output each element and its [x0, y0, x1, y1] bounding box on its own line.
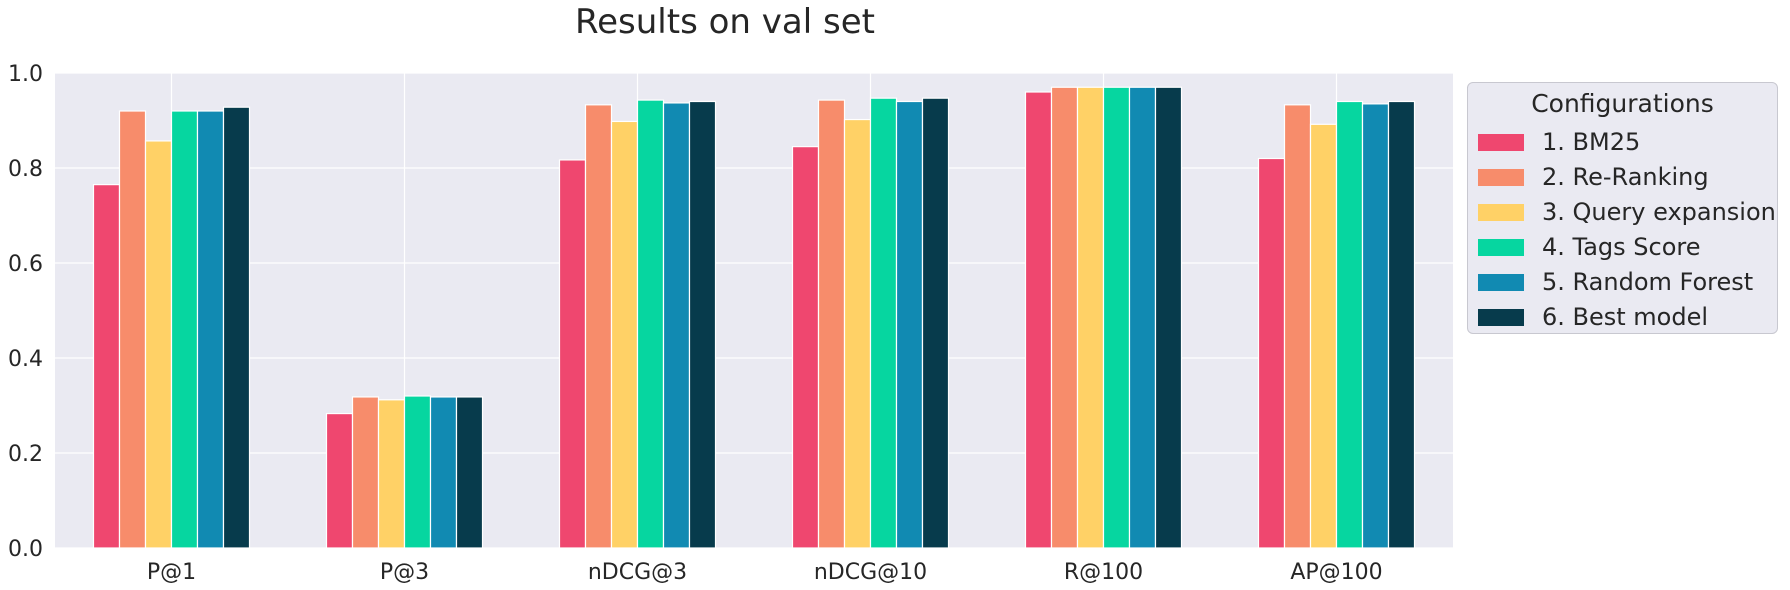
bar	[170, 110, 199, 549]
plot-background	[55, 73, 1453, 548]
legend-label: 3. Query expansion	[1542, 198, 1776, 226]
y-tick-label: 0.4	[8, 347, 43, 372]
bar	[688, 100, 717, 549]
bar	[610, 120, 639, 549]
x-tick-label: R@100	[1064, 560, 1143, 585]
legend-swatch	[1478, 273, 1524, 291]
legend-label: 5. Random Forest	[1542, 268, 1754, 296]
y-tick-labels: 0.0 0.2 0.4 0.6 0.8 1.0	[8, 62, 43, 562]
bar	[921, 97, 950, 549]
bar	[1257, 157, 1286, 549]
bar	[325, 412, 354, 549]
legend-item: 2. Re-Ranking	[1478, 162, 1709, 192]
legend-item: 1. BM25	[1478, 127, 1640, 157]
legend-swatch	[1478, 133, 1524, 151]
legend-item: 5. Random Forest	[1478, 267, 1753, 297]
bar	[636, 99, 665, 549]
bar	[584, 104, 613, 549]
bar	[222, 106, 251, 549]
bar	[196, 110, 225, 549]
bar	[1050, 86, 1079, 549]
x-tick-label: P@1	[147, 560, 196, 585]
legend-item: 4. Tags Score	[1478, 232, 1701, 262]
legend-title: Configurations	[1531, 89, 1714, 118]
x-tick-labels: P@1 P@3 nDCG@3 nDCG@10 R@100 AP@100	[147, 560, 1383, 585]
x-tick-label: P@3	[380, 560, 429, 585]
bar	[791, 146, 820, 549]
x-tick-label: nDCG@10	[814, 560, 927, 585]
legend-label: 4. Tags Score	[1542, 233, 1701, 261]
legend-item: 6. Best model	[1478, 302, 1708, 332]
legend-label: 6. Best model	[1542, 303, 1709, 331]
bar	[92, 184, 121, 549]
y-tick-label: 1.0	[8, 62, 43, 87]
bar	[403, 395, 432, 549]
x-tick-label: nDCG@3	[588, 560, 687, 585]
bar	[455, 396, 484, 549]
bar	[377, 399, 406, 549]
legend-swatch	[1478, 168, 1524, 186]
bar	[1102, 86, 1131, 549]
y-tick-label: 0.0	[8, 537, 43, 562]
y-tick-label: 0.6	[8, 252, 43, 277]
bar	[1024, 91, 1053, 549]
bar	[1387, 100, 1416, 549]
bar	[429, 396, 458, 549]
bar	[144, 140, 173, 549]
bar	[558, 159, 587, 549]
legend: Configurations 1. BM25 2. Re-Ranking 3. Qu…	[1467, 82, 1778, 334]
bar	[843, 118, 872, 549]
bars	[92, 86, 1416, 549]
y-tick-label: 0.8	[8, 157, 43, 182]
legend-swatch	[1478, 203, 1524, 221]
bar	[1154, 86, 1183, 549]
legend-label: 2. Re-Ranking	[1542, 163, 1709, 191]
chart-title: Results on val set	[575, 2, 875, 42]
bar	[817, 99, 846, 549]
legend-swatch	[1478, 238, 1524, 256]
bar	[1361, 103, 1390, 549]
bar	[895, 100, 924, 549]
bar	[1283, 104, 1312, 549]
bar	[869, 97, 898, 549]
bar	[662, 102, 691, 549]
legend-swatch	[1478, 308, 1524, 326]
legend-label: 1. BM25	[1542, 128, 1641, 156]
bar	[118, 110, 147, 549]
bar	[351, 396, 380, 549]
bar	[1076, 86, 1105, 549]
x-tick-label: AP@100	[1290, 560, 1382, 585]
bar	[1335, 100, 1364, 549]
bar	[1309, 123, 1338, 549]
bar	[1128, 86, 1157, 549]
y-tick-label: 0.2	[8, 442, 43, 467]
legend-item: 3. Query expansion	[1478, 197, 1776, 227]
